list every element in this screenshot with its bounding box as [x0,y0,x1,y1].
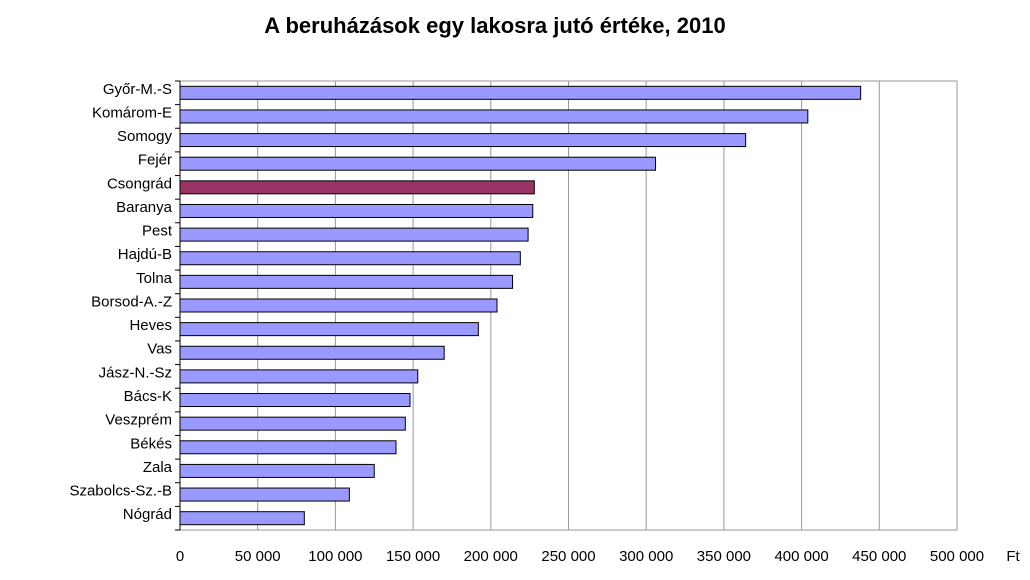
bar [179,369,419,384]
x-tick-label: 150 000 [386,548,440,565]
bar [179,109,809,124]
x-tick-label: 50 000 [235,548,281,565]
x-tick-label: 250 000 [541,548,595,565]
y-tick-label: Győr-M.-S [103,81,172,98]
y-tick-label: Borsod-A.-Z [91,293,172,310]
y-tick-label: Fejér [138,152,172,169]
x-tick-label: 200 000 [464,548,518,565]
y-tick-label: Jász-N.-Sz [99,364,172,381]
x-tick-label: 300 000 [619,548,673,565]
bar [179,440,397,455]
bar [179,393,411,408]
bar [179,85,862,100]
bar [179,133,747,148]
bar [179,227,529,242]
x-tick-label: 450 000 [852,548,906,565]
x-tick-label: 0 [176,548,184,565]
y-tick-label: Szabolcs-Sz.-B [69,483,172,500]
y-tick-label: Somogy [117,128,173,145]
y-tick-label: Heves [129,317,172,334]
bar [179,463,375,478]
bar [179,156,657,171]
bar [179,416,406,431]
bar [179,180,535,195]
y-tick-label: Vas [147,341,172,358]
x-tick-label: 100 000 [308,548,362,565]
y-tick-label: Tolna [136,270,173,287]
bar [179,322,479,337]
y-tick-label: Pest [142,223,173,240]
y-tick-label: Hajdú-B [118,246,172,263]
bar [179,511,305,526]
y-tick-label: Bács-K [124,388,172,405]
x-axis-unit: Ft [1006,548,1020,565]
y-tick-label: Békés [130,435,172,452]
y-tick-label: Komárom-E [92,104,172,121]
bar [179,487,350,502]
y-tick-label: Zala [143,459,173,476]
bar [179,274,514,289]
y-tick-label: Baranya [116,199,173,216]
y-tick-label: Nógrád [123,506,172,523]
y-tick-label: Veszprém [105,412,172,429]
bar [179,203,534,218]
bar [179,298,498,313]
x-tick-label: 400 000 [774,548,828,565]
x-tick-label: 500 000 [930,548,984,565]
bar [179,251,521,266]
x-tick-label: 350 000 [697,548,751,565]
bar [179,345,445,360]
chart-title: A beruházások egy lakosra jutó értéke, 2… [264,13,725,38]
y-tick-label: Csongrád [107,175,172,192]
